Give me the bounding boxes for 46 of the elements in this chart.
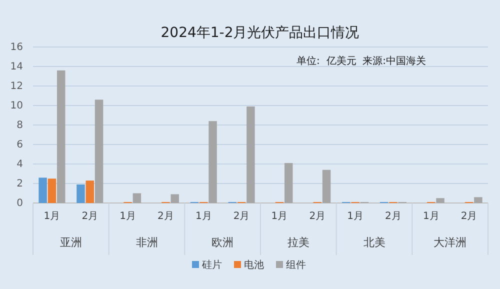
x-tick-label: 2月 bbox=[82, 211, 98, 222]
y-tick-label: 12 bbox=[10, 81, 23, 92]
y-tick-label: 2 bbox=[16, 178, 23, 190]
bar bbox=[56, 70, 66, 203]
x-tick-label: 1月 bbox=[271, 211, 288, 222]
bar bbox=[474, 197, 482, 203]
x-tick-label: 1月 bbox=[120, 211, 136, 222]
text: 拉美 bbox=[287, 236, 310, 249]
text: 北美 bbox=[363, 236, 386, 249]
bar bbox=[170, 194, 179, 203]
bar bbox=[208, 121, 217, 203]
y-tick-label: 10 bbox=[10, 100, 23, 112]
x-tick-label: 2月 bbox=[233, 211, 250, 222]
x-tick-label: 1月 bbox=[422, 211, 440, 222]
y-tick-label: 8 bbox=[16, 120, 23, 132]
bar bbox=[94, 100, 104, 203]
x-tick-label: 2月 bbox=[309, 211, 326, 222]
bar bbox=[132, 193, 142, 203]
y-tick-label: 16 bbox=[10, 42, 23, 54]
bar bbox=[322, 170, 331, 203]
x-tick-label: 2月 bbox=[385, 211, 402, 222]
text: 单位: 亿美元 来源:中国海关 bbox=[296, 55, 426, 67]
y-tick-label: 4 bbox=[16, 159, 23, 170]
bar bbox=[246, 106, 255, 203]
text: 大洋洲 bbox=[434, 236, 467, 249]
y-tick-label: 14 bbox=[10, 62, 23, 73]
text: 亚洲 bbox=[60, 236, 82, 249]
x-tick-label: 1月 bbox=[44, 211, 60, 222]
x-tick-label: 1月 bbox=[195, 211, 212, 222]
bar bbox=[38, 178, 47, 203]
text: 非洲 bbox=[136, 236, 158, 249]
bar bbox=[284, 163, 293, 203]
bar bbox=[76, 184, 85, 203]
x-tick-label: 1月 bbox=[347, 211, 364, 222]
chart-title: 2024年1-2月光伏产品出口情况 bbox=[160, 25, 360, 41]
legend-label: 硅片 bbox=[201, 259, 222, 271]
x-tick-label: 2月 bbox=[460, 211, 478, 222]
text: 欧洲 bbox=[212, 236, 234, 249]
bar bbox=[48, 178, 56, 203]
bar bbox=[86, 180, 94, 203]
y-tick-label: 0 bbox=[16, 198, 23, 210]
bar bbox=[436, 198, 444, 203]
legend-label: 电池 bbox=[244, 259, 264, 271]
legend-label: 组件 bbox=[286, 259, 306, 271]
y-tick-label: 6 bbox=[16, 140, 23, 151]
x-tick-label: 2月 bbox=[158, 211, 174, 222]
